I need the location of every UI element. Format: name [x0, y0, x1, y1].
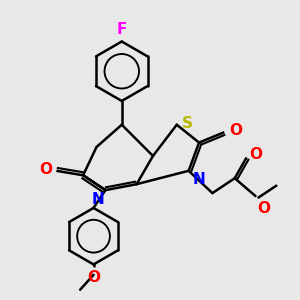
Text: N: N: [192, 172, 205, 187]
Text: O: O: [229, 123, 242, 138]
Text: F: F: [117, 22, 127, 37]
Text: O: O: [39, 162, 52, 177]
Text: O: O: [87, 270, 100, 285]
Text: O: O: [257, 200, 270, 215]
Text: N: N: [91, 192, 104, 207]
Text: S: S: [182, 116, 193, 131]
Text: O: O: [250, 147, 262, 162]
